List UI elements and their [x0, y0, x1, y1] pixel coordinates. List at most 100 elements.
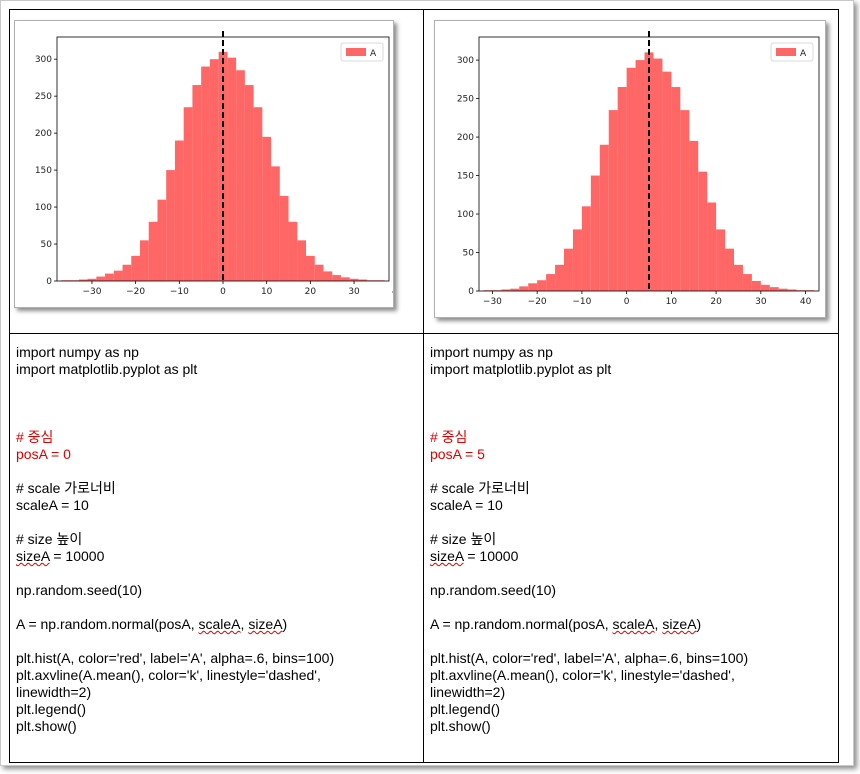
code-line [430, 633, 838, 650]
code-cell-left[interactable]: import numpy as np import matplotlib.pypl… [9, 333, 424, 763]
histogram-bar [742, 274, 752, 291]
histogram-bar [105, 273, 114, 281]
histogram-bar [519, 286, 529, 291]
y-tick-label: 150 [457, 172, 474, 182]
histogram-bar [288, 221, 298, 281]
y-tick-label: 50 [41, 240, 53, 250]
x-tick-label: −10 [572, 297, 591, 307]
y-tick-label: 0 [468, 287, 474, 297]
code-line: plt.hist(A, color='red', label='A', alph… [16, 650, 335, 666]
histogram-bar [769, 287, 779, 291]
code-line: posA = 5 [430, 446, 485, 462]
code-line [16, 565, 423, 582]
histogram-bar [78, 279, 88, 281]
histogram-bar [564, 248, 573, 291]
legend-label: A [370, 49, 377, 59]
x-tick-label: 40 [800, 297, 812, 307]
x-tick-label: 30 [755, 297, 767, 307]
legend-label: A [800, 49, 807, 59]
code-line: # 중심 [430, 429, 468, 445]
x-tick-label: 0 [624, 297, 630, 307]
code-line: import numpy as np [430, 344, 553, 360]
histogram-bar [778, 288, 788, 291]
code-line [430, 565, 838, 582]
code-line [16, 378, 423, 395]
chart-cell-left: 0 50 100 150 200 250 300 −30 −20 −10 0 10 20 30 40 A [9, 9, 424, 334]
histogram-bar [572, 229, 582, 291]
y-tick-label: 200 [35, 129, 52, 139]
code-line: sizeA = 10000 [16, 548, 105, 564]
histogram-figure-right: 0 50 100 150 200 250 300 −30 −20 −10 0 10 20 30 40 A [434, 20, 826, 318]
histogram-bar [340, 277, 350, 281]
y-tick-label: 200 [457, 133, 474, 143]
y-tick-label: 250 [457, 95, 474, 105]
histogram-bar [528, 283, 538, 291]
x-tick-label: 20 [710, 297, 722, 307]
histogram-bar [306, 255, 315, 281]
code-line: # size 높이 [430, 531, 497, 547]
histogram-bar [653, 58, 663, 291]
histogram-bar [183, 107, 193, 282]
x-tick-label: 10 [666, 297, 678, 307]
histogram-bar [635, 60, 645, 292]
histogram-bar [96, 276, 106, 281]
code-line: import matplotlib.pyplot as plt [16, 361, 198, 377]
histogram-bar [297, 240, 306, 281]
histogram-bar [174, 140, 184, 281]
code-line [16, 633, 423, 650]
y-tick-label: 100 [35, 203, 52, 213]
code-line [16, 463, 423, 480]
code-line: sizeA = 10000 [430, 548, 519, 564]
code-line: np.random.seed(10) [16, 582, 143, 598]
histogram-bar [734, 264, 743, 291]
histogram-bar [314, 264, 324, 281]
x-tick-label: −30 [82, 287, 101, 297]
histogram-bar [253, 107, 263, 282]
histogram-bar [501, 289, 511, 291]
y-tick-label: 250 [35, 92, 52, 102]
code-line: plt.show() [16, 718, 77, 734]
code-line: np.random.seed(10) [430, 582, 557, 598]
histogram-bar [332, 275, 341, 281]
legend: A [340, 42, 384, 62]
histogram-bar [698, 171, 708, 291]
histogram-bar [546, 274, 556, 291]
histogram-bar [166, 170, 175, 281]
histogram-bar [581, 206, 591, 291]
histogram-bar [608, 110, 618, 292]
histogram-bar [122, 264, 132, 281]
code-line: plt.axvline(A.mean(), color='k', linesty… [16, 667, 321, 683]
histogram-bar [760, 284, 770, 291]
histogram-bar [599, 144, 609, 291]
y-tick-label: 150 [35, 166, 52, 176]
histogram-bar [680, 110, 690, 292]
code-line: import matplotlib.pyplot as plt [430, 361, 612, 377]
histogram-bar [323, 271, 333, 281]
histogram-bar [689, 140, 699, 291]
x-tick-label: 10 [261, 287, 273, 297]
code-line [430, 514, 838, 531]
histogram-bar [113, 270, 123, 281]
histogram-bar [201, 66, 210, 281]
code-line: # scale 가로너비 [16, 480, 116, 496]
histogram-chart-left: 0 50 100 150 200 250 300 −30 −20 −10 0 10 20 30 40 A [35, 31, 393, 297]
histogram-bar [131, 255, 140, 281]
code-line: A = np.random.normal(posA, scaleA, sizeA… [430, 616, 702, 632]
x-tick-label: 40 [392, 287, 393, 297]
code-line: linewidth=2) [16, 684, 92, 700]
code-line [430, 599, 838, 616]
code-cell-right[interactable]: import numpy as np import matplotlib.pypl… [423, 333, 839, 763]
code-line [16, 412, 423, 429]
histogram-bar [244, 85, 254, 281]
code-line [430, 463, 838, 480]
y-tick-label: 300 [457, 56, 474, 66]
code-line: plt.legend() [430, 701, 501, 717]
histogram-bar [787, 289, 797, 291]
code-line: # 중심 [16, 429, 54, 445]
histogram-bar [148, 221, 158, 281]
histogram-bar [662, 71, 672, 291]
histogram-bar [358, 279, 368, 281]
x-tick-label: 30 [348, 287, 360, 297]
